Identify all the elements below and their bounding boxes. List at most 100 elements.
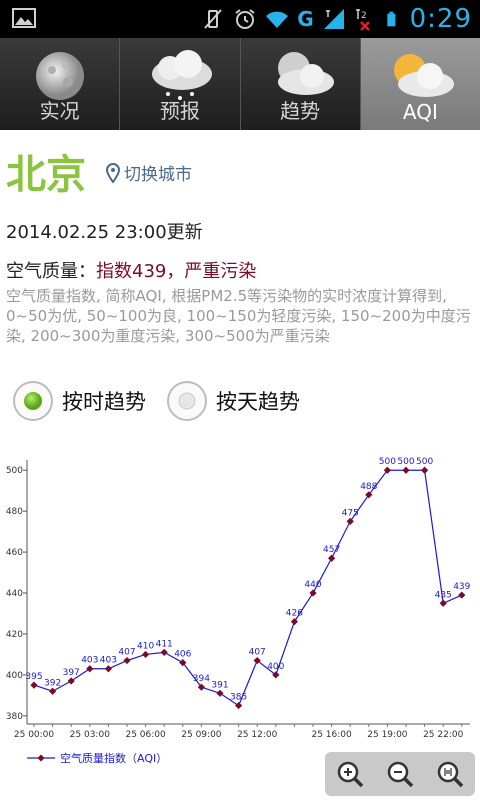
x-tick-label: 25 22:00 xyxy=(423,730,464,740)
data-label: 407 xyxy=(118,648,135,658)
data-point xyxy=(67,677,75,685)
data-point xyxy=(328,554,336,562)
data-point xyxy=(104,665,112,673)
data-point xyxy=(160,648,168,656)
y-tick-label: 380 xyxy=(6,712,23,722)
zoom-reset-icon[interactable] xyxy=(435,759,465,789)
data-point xyxy=(86,665,94,673)
data-point xyxy=(253,656,261,665)
network-type: G xyxy=(297,7,314,31)
data-label: 426 xyxy=(286,609,303,619)
data-label: 500 xyxy=(379,457,396,467)
data-point xyxy=(142,650,150,659)
tab-aqi[interactable]: AQI xyxy=(360,38,480,130)
data-point xyxy=(421,466,429,474)
data-label: 400 xyxy=(267,662,284,672)
data-label: 395 xyxy=(25,672,42,682)
data-label: 385 xyxy=(230,693,247,703)
data-point xyxy=(383,466,391,474)
tab-trend[interactable]: 趋势 xyxy=(240,38,361,130)
data-point xyxy=(49,687,57,695)
data-point xyxy=(458,591,466,599)
data-label: 500 xyxy=(397,457,414,467)
data-point xyxy=(272,671,280,679)
x-tick-label: 25 00:00 xyxy=(14,730,55,740)
data-point xyxy=(30,681,38,689)
data-point xyxy=(439,599,447,607)
air-quality-line: 空气质量：指数439，严重污染 xyxy=(6,257,256,283)
radio-daily-label: 按天趋势 xyxy=(216,390,300,414)
data-point xyxy=(216,689,224,697)
moon-icon xyxy=(35,52,84,100)
y-tick-label: 480 xyxy=(6,507,23,517)
data-label: 397 xyxy=(63,668,80,678)
status-icons: G 2 0:29 xyxy=(201,4,472,34)
radio-hourly-trend[interactable]: 按时趋势 xyxy=(12,380,146,422)
y-tick-label: 440 xyxy=(6,589,23,599)
switch-city-label: 切换城市 xyxy=(124,165,192,185)
data-label: 500 xyxy=(416,457,433,467)
data-label: 411 xyxy=(156,639,173,649)
status-bar: G 2 0:29 xyxy=(0,0,480,38)
y-tick-label: 500 xyxy=(6,466,23,476)
series-line xyxy=(33,469,463,707)
data-label: 457 xyxy=(323,545,340,555)
tab-forecast[interactable]: 预报 xyxy=(120,38,241,130)
radio-selected-icon xyxy=(13,381,53,421)
tab-label: AQI xyxy=(402,100,438,124)
data-label: 410 xyxy=(137,641,154,651)
wifi-icon xyxy=(266,11,289,28)
radio-hourly-label: 按时趋势 xyxy=(62,390,146,414)
snow-cloud-icon xyxy=(151,50,212,100)
tab-bar: 实况 预报 趋势 AQI xyxy=(0,38,480,130)
signal-icon xyxy=(323,9,344,29)
data-point xyxy=(235,701,243,710)
zoom-controls xyxy=(325,752,475,796)
city-name: 北京 xyxy=(6,152,86,198)
legend-label: 空气质量指数（AQI） xyxy=(60,751,167,765)
legend-marker xyxy=(37,754,45,762)
data-point xyxy=(179,659,187,667)
data-label: 439 xyxy=(453,582,470,592)
y-tick-label: 400 xyxy=(6,671,23,681)
data-label: 440 xyxy=(304,580,321,590)
x-tick-label: 25 09:00 xyxy=(181,730,222,740)
tab-realtime[interactable]: 实况 xyxy=(0,38,121,130)
y-tick-label: 460 xyxy=(6,548,23,558)
aqi-value: 指数439，严重污染 xyxy=(96,261,257,282)
data-point xyxy=(197,683,205,691)
radio-unselected-icon xyxy=(167,381,207,421)
data-label: 488 xyxy=(360,482,377,492)
data-label: 435 xyxy=(435,590,452,600)
gallery-notification-icon xyxy=(12,8,36,28)
air-quality-label: 空气质量： xyxy=(6,261,96,282)
data-label: 407 xyxy=(249,648,266,658)
svg-text:2: 2 xyxy=(361,11,367,21)
vibrate-mute-icon xyxy=(204,9,222,29)
data-point xyxy=(402,466,410,474)
zoom-in-icon[interactable] xyxy=(335,759,365,789)
data-point xyxy=(123,656,131,665)
data-point xyxy=(290,618,298,626)
x-tick-label: 25 19:00 xyxy=(367,730,408,740)
switch-city-link[interactable]: 切换城市 xyxy=(106,160,192,185)
data-point xyxy=(346,517,354,525)
y-tick-label: 420 xyxy=(6,630,23,640)
data-label: 403 xyxy=(100,656,117,666)
x-tick-label: 25 16:00 xyxy=(311,730,352,740)
aqi-description: 空气质量指数, 简称AQI, 根据PM2.5等污染物的实时浓度计算得到, 0~5… xyxy=(6,287,471,345)
x-tick-label: 25 06:00 xyxy=(125,730,166,740)
data-label: 406 xyxy=(174,650,191,660)
tab-label: 趋势 xyxy=(280,99,321,123)
battery-icon xyxy=(386,11,395,27)
radio-daily-trend[interactable]: 按天趋势 xyxy=(166,380,300,422)
tab-label: 预报 xyxy=(159,99,200,123)
data-label: 392 xyxy=(44,678,61,688)
update-time: 2014.02.25 23:00更新 xyxy=(6,222,203,243)
location-pin-icon xyxy=(106,162,120,183)
aqi-trend-chart[interactable]: 380 400 420 440 460 480 500 25 00:00 25 03:00 25 … xyxy=(0,440,480,800)
sim2-no-signal-icon: 2 xyxy=(355,9,370,31)
data-point xyxy=(309,589,317,597)
sun-cloud-icon xyxy=(394,54,455,97)
zoom-out-icon[interactable] xyxy=(385,759,415,789)
